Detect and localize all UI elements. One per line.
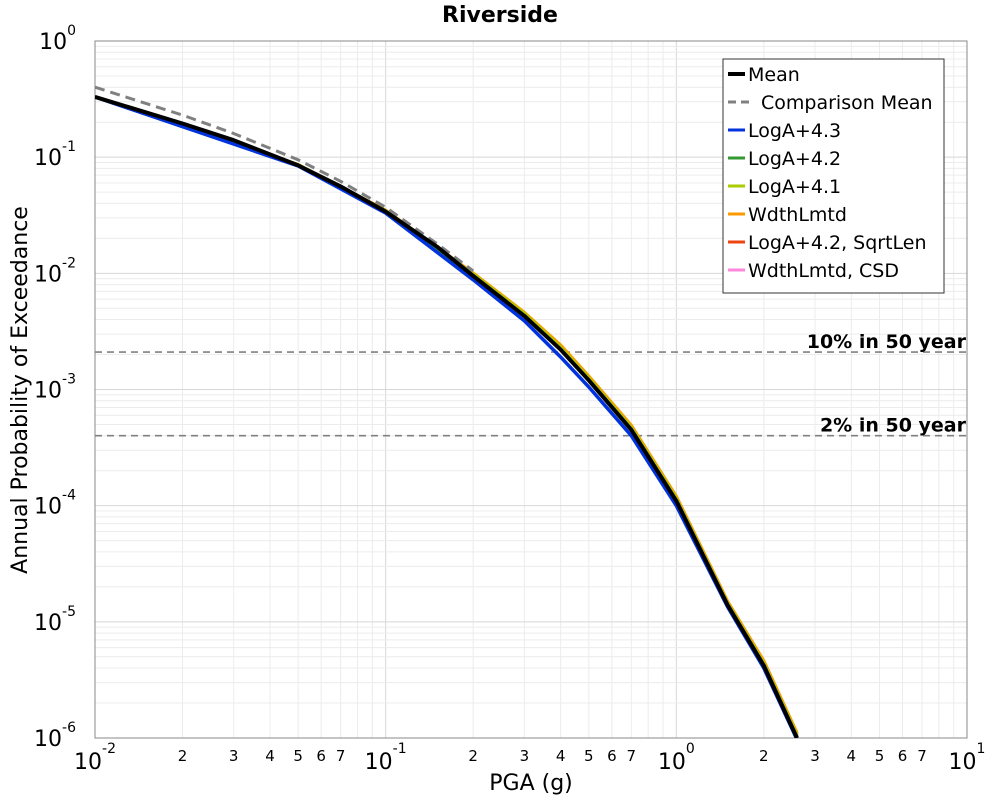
legend: Mean Comparison Mean LogA+4.3 LogA+4.2 LogA+…	[722, 58, 945, 294]
plot-area	[94, 40, 968, 739]
legend-label: LogA+4.1	[748, 176, 841, 198]
legend-label: Mean	[748, 64, 800, 86]
legend-label: LogA+4.2, SqrtLen	[748, 232, 927, 254]
y-tick-label: 10-5	[34, 604, 76, 636]
series-line-comparison-mean	[95, 85, 475, 273]
series-line-loga-4-2-sqrtlen	[95, 95, 799, 738]
x-minor-tick-label: 7	[917, 747, 927, 765]
x-minor-tick-label: 2	[178, 747, 188, 765]
x-tick-label: 101	[949, 741, 986, 775]
x-minor-tick-label: 5	[584, 747, 594, 765]
y-tick-label: 10-4	[34, 488, 76, 520]
y-tick-label: 10-6	[34, 720, 76, 752]
legend-label: WdthLmtd	[748, 204, 847, 226]
x-tick-label: 100	[658, 741, 695, 775]
legend-label: LogA+4.3	[748, 120, 841, 142]
x-minor-tick-label: 5	[875, 747, 885, 765]
legend-label: WdthLmtd, CSD	[748, 260, 899, 282]
legend-label: Comparison Mean	[761, 92, 933, 114]
series-lines	[95, 85, 799, 738]
x-tick-label: 10-2	[74, 741, 116, 775]
reference-lines: 10% in 50 year 2% in 50 year	[95, 331, 967, 437]
legend-box	[722, 58, 945, 294]
y-tick-label: 100	[39, 23, 76, 55]
legend-label: LogA+4.2	[748, 148, 841, 170]
x-minor-tick-label: 3	[810, 747, 820, 765]
y-tick-label: 10-1	[34, 139, 76, 171]
x-minor-tick-label: 5	[293, 747, 303, 765]
x-minor-tick-label: 6	[898, 747, 908, 765]
x-minor-tick-label: 7	[627, 747, 637, 765]
y-tick-label: 10-3	[34, 372, 76, 404]
reference-line-label: 2% in 50 year	[820, 415, 967, 437]
series-line-loga-4-2	[95, 95, 799, 738]
x-axis-label: PGA (g)	[489, 771, 573, 796]
chart-title: Riverside	[442, 3, 558, 28]
x-minor-tick-label: 7	[336, 747, 346, 765]
y-axis-label: Annual Probability of Exceedance	[8, 206, 33, 574]
x-minor-tick-label: 4	[556, 747, 566, 765]
x-minor-tick-label: 4	[847, 747, 857, 765]
reference-line-label: 10% in 50 year	[807, 331, 967, 353]
x-minor-tick-label: 4	[265, 747, 275, 765]
x-minor-tick-label: 2	[468, 747, 478, 765]
y-tick-label: 10-2	[34, 255, 76, 287]
x-minor-tick-label: 6	[316, 747, 326, 765]
series-line-mean	[95, 94, 799, 738]
series-line-loga-4-3	[95, 95, 799, 738]
y-axis-ticks: 100 10-1 10-2 10-3 10-4 10-5 10-6	[34, 23, 76, 752]
x-tick-label: 10-1	[365, 741, 407, 775]
grid	[94, 41, 967, 739]
x-minor-tick-label: 3	[229, 747, 239, 765]
x-minor-tick-label: 6	[607, 747, 617, 765]
x-minor-tick-label: 3	[520, 747, 530, 765]
x-minor-tick-label: 2	[759, 747, 769, 765]
